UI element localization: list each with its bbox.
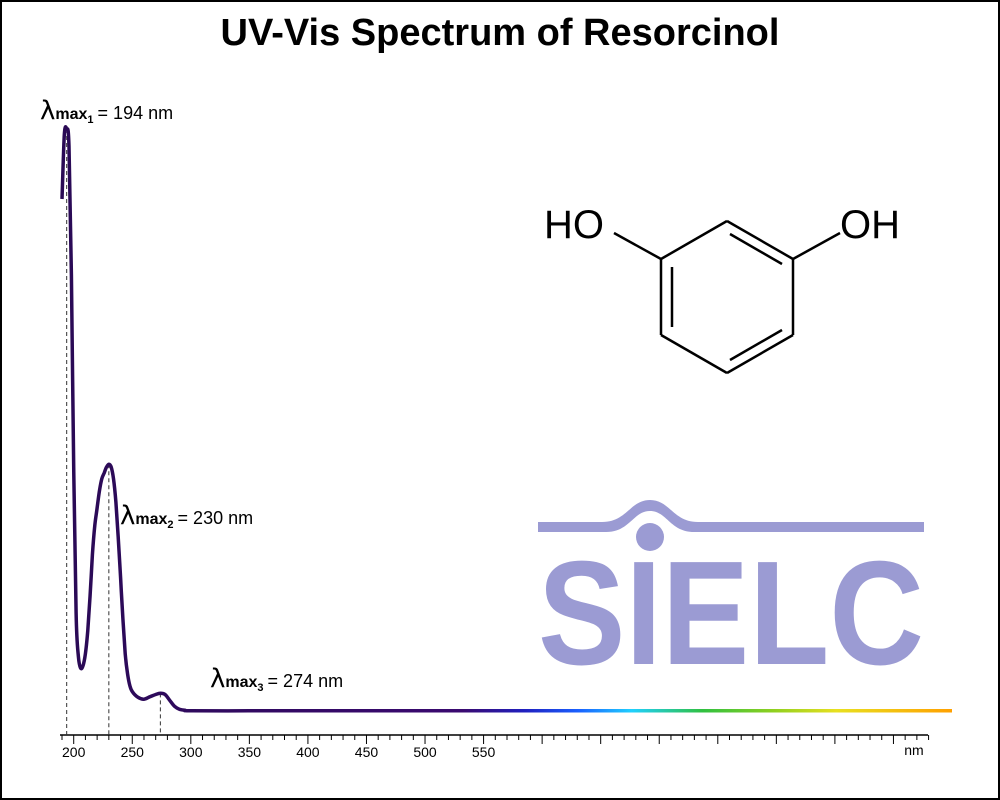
sielc-logo: SIELC bbox=[538, 500, 924, 696]
x-tick-label: 500 bbox=[413, 744, 437, 760]
x-tick-label: 350 bbox=[238, 744, 262, 760]
x-tick-label: 400 bbox=[296, 744, 320, 760]
logo-wave bbox=[538, 500, 924, 532]
chart-title: UV-Vis Spectrum of Resorcinol bbox=[220, 12, 780, 54]
logo-text: SIELC bbox=[538, 531, 924, 696]
peak-guides bbox=[66, 129, 161, 735]
spectrum-line bbox=[60, 125, 952, 713]
x-tick-label: 200 bbox=[62, 744, 86, 760]
x-tick-label: 450 bbox=[355, 744, 379, 760]
logo-dot bbox=[636, 523, 664, 551]
peak-label: λmax1 = 194 nm bbox=[40, 96, 173, 126]
molecule-group-left: HO bbox=[544, 203, 604, 247]
x-unit-label: nm bbox=[904, 742, 923, 758]
x-axis: 200 250 300 350 400 450 500 550 nm bbox=[60, 734, 930, 760]
x-tick-label: 250 bbox=[121, 744, 145, 760]
x-tick-label: 550 bbox=[472, 744, 496, 760]
molecule-group-right: OH bbox=[840, 203, 900, 247]
peak-label: λmax3 = 274 nm bbox=[210, 664, 343, 694]
x-tick-label: 300 bbox=[179, 744, 203, 760]
peak-labels: λmax1 = 194 nm λmax2 = 230 nm λmax3 = 274 nm bbox=[40, 96, 343, 694]
peak-label: λmax2 = 230 nm bbox=[120, 501, 253, 531]
resorcinol-structure bbox=[613, 219, 841, 375]
